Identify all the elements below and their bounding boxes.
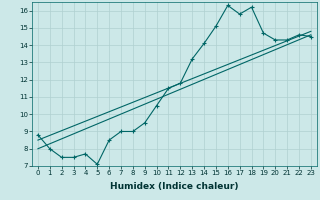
X-axis label: Humidex (Indice chaleur): Humidex (Indice chaleur) (110, 182, 239, 191)
